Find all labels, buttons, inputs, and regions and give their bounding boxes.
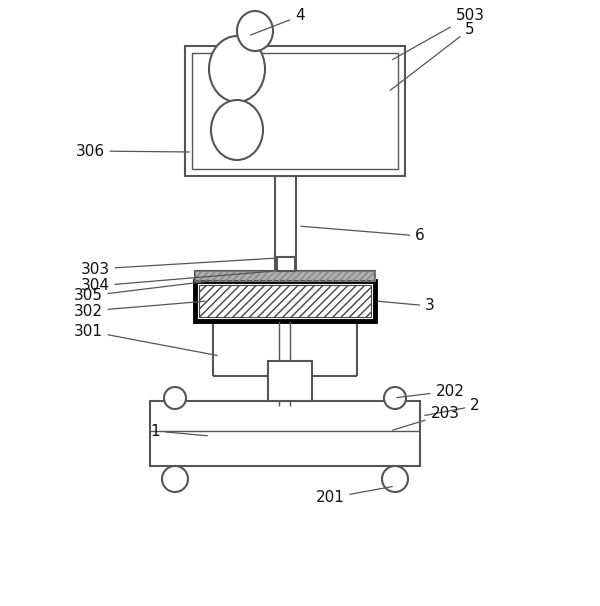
Text: 5: 5 — [390, 21, 475, 90]
Circle shape — [384, 387, 406, 409]
Text: 503: 503 — [392, 8, 485, 59]
Text: 6: 6 — [301, 226, 425, 244]
Text: 203: 203 — [392, 407, 460, 430]
Bar — [150, 401, 420, 466]
Text: 306: 306 — [76, 144, 189, 159]
Bar — [268, 361, 312, 401]
Text: 2: 2 — [425, 399, 480, 416]
Ellipse shape — [211, 100, 263, 160]
Bar — [277, 257, 295, 271]
Text: 3: 3 — [378, 299, 435, 313]
Text: 201: 201 — [316, 487, 392, 505]
Text: 304: 304 — [80, 271, 272, 293]
Bar — [195, 271, 375, 281]
Text: 305: 305 — [74, 281, 207, 304]
Text: 1: 1 — [150, 424, 207, 439]
Bar — [185, 46, 405, 176]
Text: 303: 303 — [80, 258, 275, 276]
Circle shape — [162, 466, 188, 492]
Ellipse shape — [209, 36, 265, 102]
Text: 4: 4 — [251, 8, 305, 35]
Circle shape — [382, 466, 408, 492]
Bar — [195, 271, 375, 281]
Bar — [275, 176, 296, 271]
Text: 202: 202 — [397, 384, 464, 399]
Bar — [192, 53, 398, 169]
Ellipse shape — [237, 11, 273, 51]
Bar — [195, 281, 375, 321]
Text: 301: 301 — [74, 324, 217, 356]
Text: 302: 302 — [74, 301, 205, 319]
Circle shape — [164, 387, 186, 409]
Bar — [199, 285, 371, 317]
